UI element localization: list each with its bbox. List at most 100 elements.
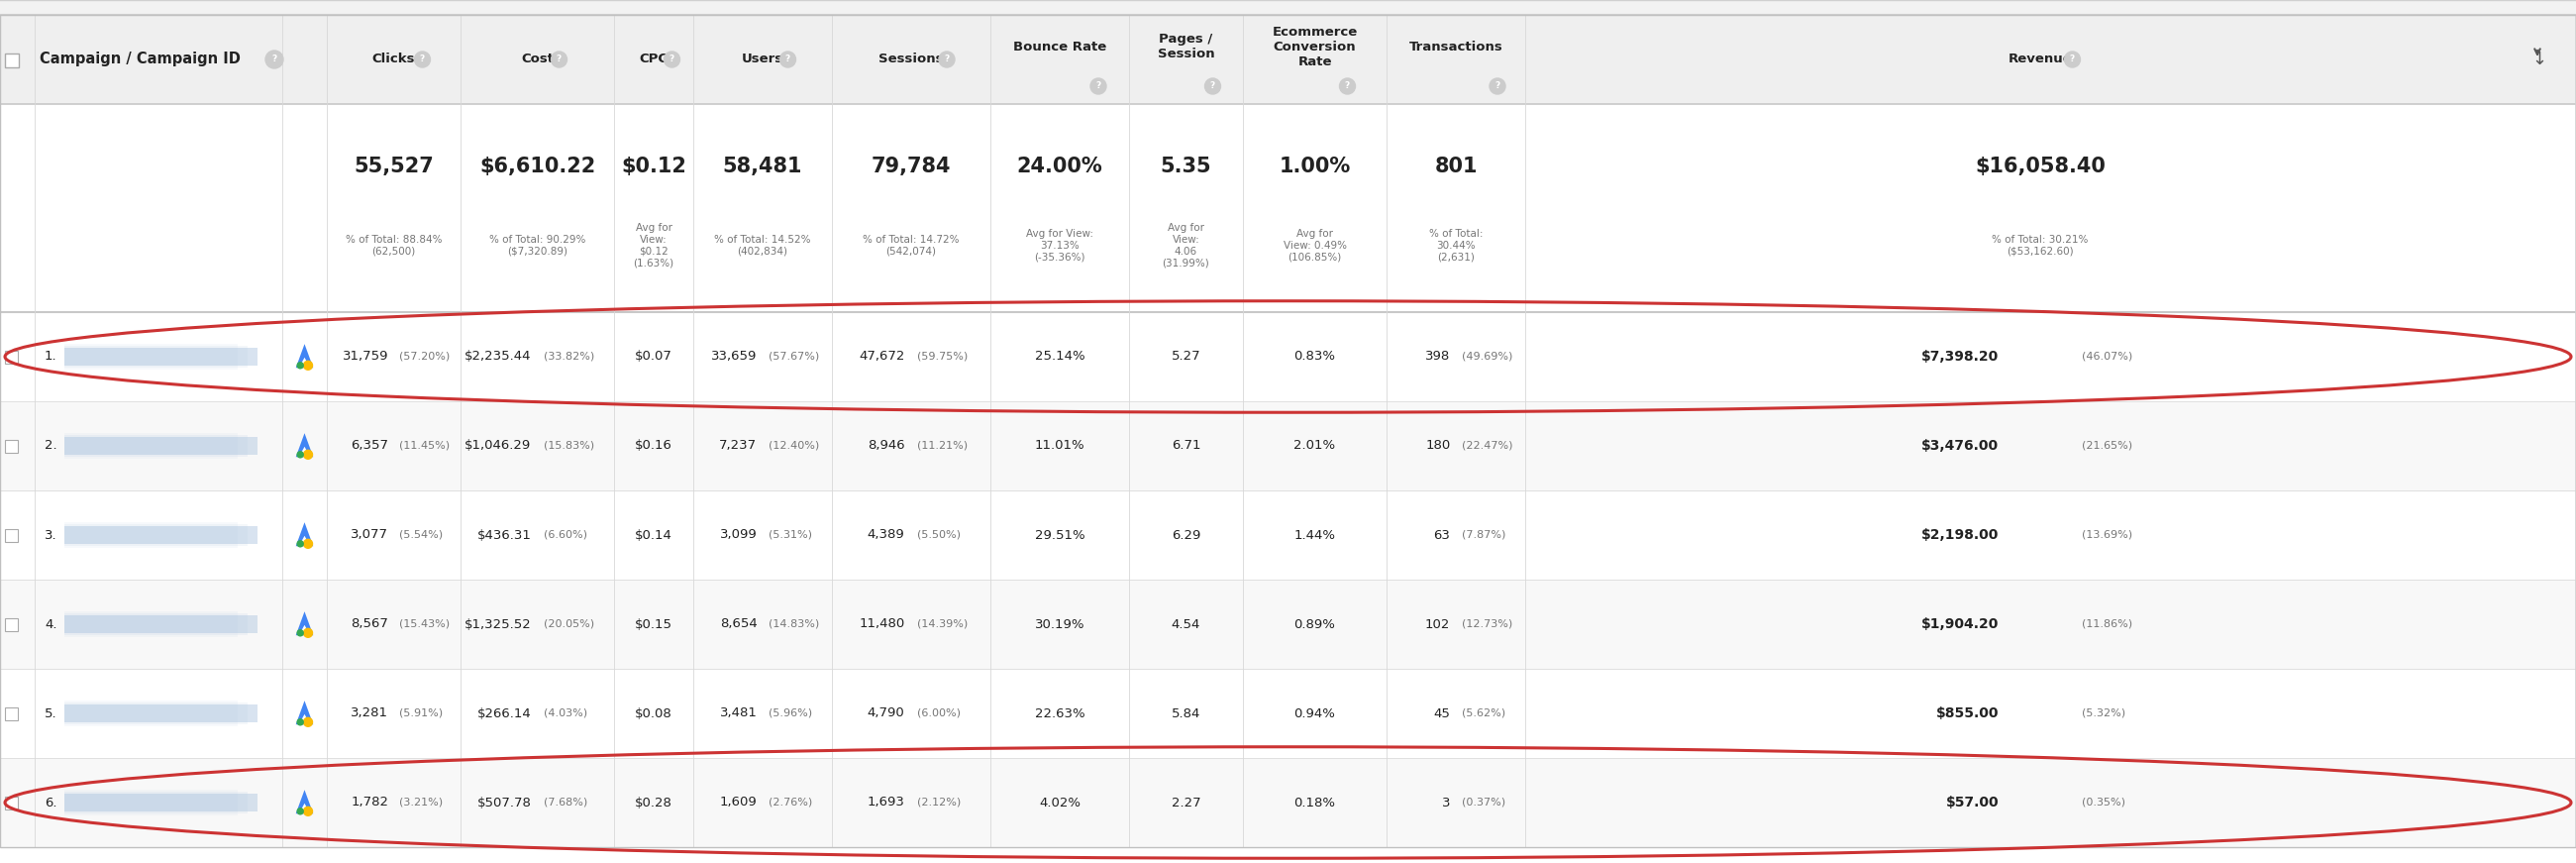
Bar xyxy=(64,614,247,635)
Text: 3.: 3. xyxy=(44,529,57,541)
Bar xyxy=(64,701,237,727)
Text: Avg for
View: 0.49%
(106.85%): Avg for View: 0.49% (106.85%) xyxy=(1283,229,1347,262)
Text: 102: 102 xyxy=(1425,618,1450,631)
Text: Clicks: Clicks xyxy=(371,53,415,66)
Text: $2,235.44: $2,235.44 xyxy=(464,350,531,363)
Text: (2.76%): (2.76%) xyxy=(768,797,811,808)
Bar xyxy=(64,524,247,546)
Text: 1,693: 1,693 xyxy=(868,797,904,809)
Text: 4,790: 4,790 xyxy=(868,707,904,720)
Text: (5.62%): (5.62%) xyxy=(1461,709,1504,718)
Text: 11.01%: 11.01% xyxy=(1036,439,1084,452)
Text: $507.78: $507.78 xyxy=(477,797,531,809)
Polygon shape xyxy=(301,357,309,365)
Text: 0.83%: 0.83% xyxy=(1293,350,1334,363)
Bar xyxy=(64,522,237,548)
Circle shape xyxy=(415,52,430,67)
Circle shape xyxy=(304,718,312,727)
Text: % of Total:
30.44%
(2,631): % of Total: 30.44% (2,631) xyxy=(1430,229,1484,262)
Text: 5.35: 5.35 xyxy=(1159,156,1211,176)
Text: Pages /
Session: Pages / Session xyxy=(1157,33,1213,76)
Text: ?: ? xyxy=(1211,82,1216,91)
Text: 6,357: 6,357 xyxy=(350,439,389,452)
Bar xyxy=(64,791,247,814)
Text: $436.31: $436.31 xyxy=(477,529,531,541)
Text: 1.44%: 1.44% xyxy=(1293,529,1334,541)
Text: 6.71: 6.71 xyxy=(1172,439,1200,452)
Text: (5.91%): (5.91%) xyxy=(399,709,443,718)
Polygon shape xyxy=(296,522,314,546)
Circle shape xyxy=(265,51,283,68)
Text: (15.43%): (15.43%) xyxy=(399,620,451,629)
Bar xyxy=(64,343,237,369)
Text: ?: ? xyxy=(420,55,425,64)
Text: ↓: ↓ xyxy=(2532,51,2548,68)
Text: ?: ? xyxy=(2069,55,2076,64)
Bar xyxy=(64,702,247,724)
Text: 4.: 4. xyxy=(44,618,57,631)
Text: 4.02%: 4.02% xyxy=(1038,797,1079,809)
Circle shape xyxy=(304,361,312,370)
Circle shape xyxy=(304,628,312,638)
Bar xyxy=(64,348,258,366)
Bar xyxy=(0,490,2576,580)
Bar xyxy=(0,0,2576,15)
Bar xyxy=(5,350,18,363)
Text: 29.51%: 29.51% xyxy=(1036,529,1084,541)
Bar xyxy=(64,794,258,811)
Text: 55,527: 55,527 xyxy=(353,156,433,176)
Circle shape xyxy=(1489,79,1504,94)
Text: (33.82%): (33.82%) xyxy=(544,352,595,362)
Text: $1,046.29: $1,046.29 xyxy=(464,439,531,452)
Text: (5.32%): (5.32%) xyxy=(2081,709,2125,718)
Circle shape xyxy=(296,719,304,725)
Text: 0.94%: 0.94% xyxy=(1293,707,1334,720)
Circle shape xyxy=(296,541,304,547)
Text: Sessions: Sessions xyxy=(878,53,943,66)
Text: 5.84: 5.84 xyxy=(1172,707,1200,720)
Text: (57.67%): (57.67%) xyxy=(768,352,819,362)
Text: 3,481: 3,481 xyxy=(719,707,757,720)
Text: 0.89%: 0.89% xyxy=(1293,618,1334,631)
Text: Avg for
View:
4.06
(31.99%): Avg for View: 4.06 (31.99%) xyxy=(1162,224,1211,268)
Text: (21.65%): (21.65%) xyxy=(2081,441,2133,450)
Text: 3,099: 3,099 xyxy=(719,529,757,541)
Text: 4,389: 4,389 xyxy=(868,529,904,541)
Text: 0.18%: 0.18% xyxy=(1293,797,1334,809)
Text: 5.27: 5.27 xyxy=(1172,350,1200,363)
Text: 79,784: 79,784 xyxy=(871,156,951,176)
Bar xyxy=(0,401,2576,490)
Bar xyxy=(64,526,258,544)
Text: (6.60%): (6.60%) xyxy=(544,530,587,540)
Bar xyxy=(5,529,18,542)
Text: (12.73%): (12.73%) xyxy=(1461,620,1512,629)
Bar xyxy=(64,704,258,722)
Text: 398: 398 xyxy=(1425,350,1450,363)
Text: (11.45%): (11.45%) xyxy=(399,441,451,450)
Circle shape xyxy=(2063,52,2081,67)
Text: 31,759: 31,759 xyxy=(343,350,389,363)
Bar xyxy=(64,615,258,633)
Circle shape xyxy=(304,539,312,548)
Polygon shape xyxy=(296,612,314,635)
Text: 22.63%: 22.63% xyxy=(1036,707,1084,720)
Bar xyxy=(64,346,247,368)
Text: (13.69%): (13.69%) xyxy=(2081,530,2133,540)
Text: 2.01%: 2.01% xyxy=(1293,439,1334,452)
Text: (11.86%): (11.86%) xyxy=(2081,620,2133,629)
Text: $0.14: $0.14 xyxy=(634,529,672,541)
Text: (5.54%): (5.54%) xyxy=(399,530,443,540)
Text: 63: 63 xyxy=(1435,529,1450,541)
Circle shape xyxy=(296,362,304,369)
Text: (15.83%): (15.83%) xyxy=(544,441,595,450)
Text: 33,659: 33,659 xyxy=(711,350,757,363)
Text: (22.47%): (22.47%) xyxy=(1461,441,1512,450)
Text: (2.12%): (2.12%) xyxy=(917,797,961,808)
Text: 180: 180 xyxy=(1425,439,1450,452)
Circle shape xyxy=(781,52,796,67)
Text: Cost: Cost xyxy=(520,53,554,66)
Circle shape xyxy=(304,450,312,459)
Text: (12.40%): (12.40%) xyxy=(768,441,819,450)
Bar xyxy=(5,618,18,631)
Text: ?: ? xyxy=(1494,82,1499,91)
